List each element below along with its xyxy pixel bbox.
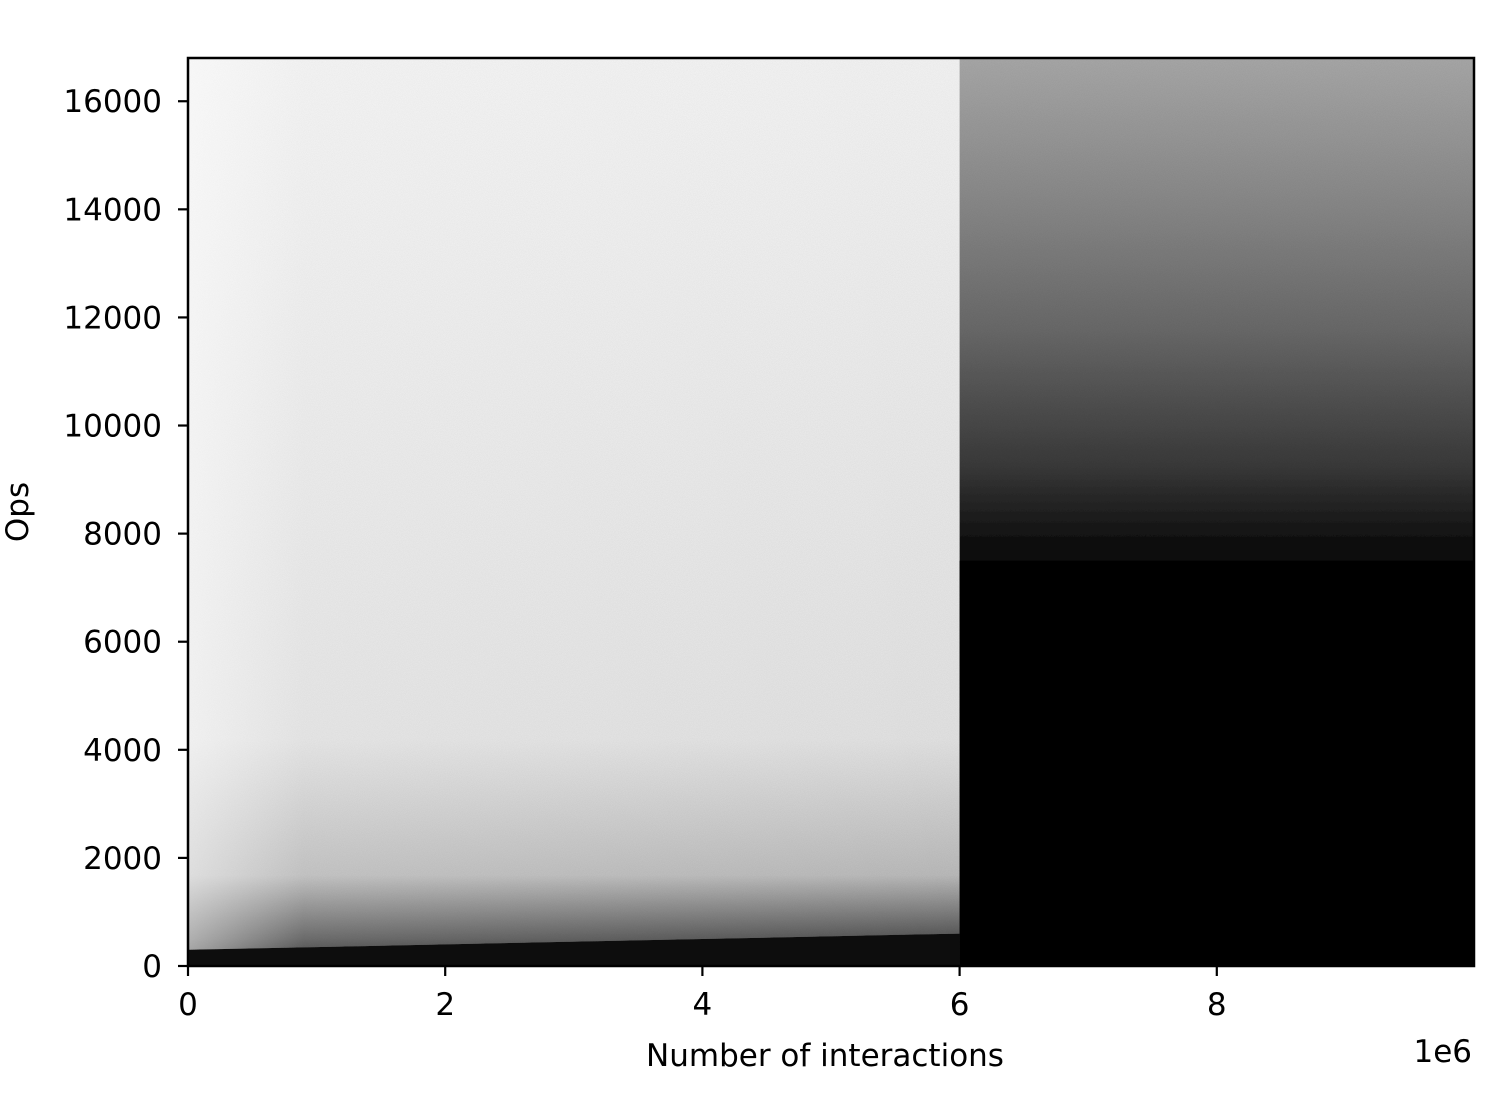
y-tick-label: 4000	[83, 733, 162, 769]
dense-block-high-region	[959, 560, 1474, 966]
y-tick-label: 8000	[83, 517, 162, 553]
y-tick-label: 14000	[63, 192, 162, 228]
x-tick-label: 2	[435, 987, 455, 1023]
x-axis-label: Number of interactions	[646, 1038, 1004, 1074]
x-tick-label: 4	[693, 987, 713, 1023]
y-tick-label: 10000	[63, 409, 162, 445]
y-axis-ticks: 0 2000 4000 6000 8000 10000 12000 14000 16000	[63, 84, 188, 985]
x-tick-label: 6	[950, 987, 970, 1023]
region-low-density-fade	[188, 58, 960, 966]
plot-frame	[186, 56, 1476, 968]
dense-band-low-region	[188, 933, 960, 966]
x-axis-ticks: 0 2 4 6 8	[178, 966, 1227, 1023]
x-tick-label: 8	[1207, 987, 1227, 1023]
y-tick-label: 16000	[63, 84, 162, 120]
y-tick-label: 6000	[83, 625, 162, 661]
dense-band	[188, 560, 1474, 966]
y-tick-label: 12000	[63, 300, 162, 336]
x-axis-offset-label: 1e6	[1413, 1034, 1472, 1070]
y-axis-label: Ops	[0, 482, 36, 542]
y-tick-label: 0	[142, 949, 162, 985]
plot-area	[188, 58, 1474, 966]
y-tick-label: 2000	[83, 841, 162, 877]
x-tick-label: 0	[178, 987, 198, 1023]
